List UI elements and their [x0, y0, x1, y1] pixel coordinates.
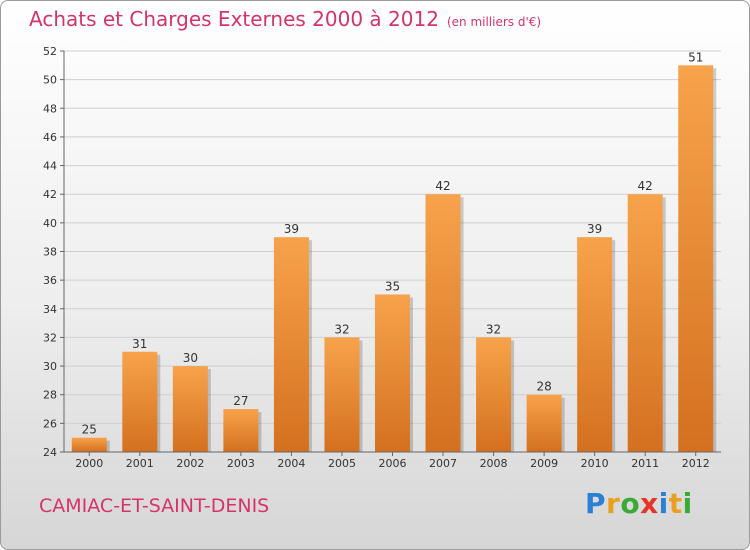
- bar: [324, 337, 360, 452]
- bars: [71, 65, 717, 453]
- bar-value-label: 39: [284, 222, 299, 236]
- bar-value-label: 32: [334, 322, 349, 336]
- proxiti-logo: Proxiti: [585, 487, 693, 520]
- logo-letter: o: [620, 487, 641, 520]
- logo-letter: r: [606, 487, 621, 520]
- bar-value-label: 35: [385, 279, 400, 293]
- logo-letter: P: [585, 487, 607, 520]
- bar-value-label: 42: [435, 179, 450, 193]
- y-tick-label: 34: [43, 303, 57, 316]
- bar: [425, 194, 461, 452]
- bar-value-label: 27: [233, 394, 248, 408]
- y-tick-label: 48: [43, 102, 57, 115]
- x-tick-label: 2010: [581, 457, 609, 470]
- bar: [577, 237, 613, 452]
- bar: [273, 237, 309, 452]
- y-tick-label: 38: [43, 246, 57, 259]
- logo-letter: x: [640, 487, 659, 520]
- x-tick-label: 2011: [631, 457, 659, 470]
- y-tick-label: 26: [43, 417, 57, 430]
- y-tick-label: 40: [43, 217, 57, 230]
- commune-name: CAMIAC-ET-SAINT-DENIS: [39, 495, 270, 517]
- bar-value-label: 32: [486, 322, 501, 336]
- x-tick-label: 2003: [227, 457, 255, 470]
- bar: [122, 351, 158, 452]
- x-tick-label: 2002: [176, 457, 204, 470]
- bar: [627, 194, 663, 452]
- y-tick-label: 32: [43, 331, 57, 344]
- chart-title: Achats et Charges Externes 2000 à 2012 (e…: [29, 7, 541, 31]
- y-tick-label: 44: [43, 160, 57, 173]
- y-tick-label: 52: [43, 45, 57, 58]
- x-tick-label: 2006: [379, 457, 407, 470]
- bar: [375, 294, 410, 452]
- bar: [223, 409, 259, 452]
- x-tick-label: 2001: [126, 457, 154, 470]
- logo-letter: i: [682, 487, 693, 520]
- x-tick-label: 2009: [530, 457, 558, 470]
- bar: [678, 65, 714, 453]
- bar-value-label: 31: [132, 337, 147, 351]
- bar: [476, 337, 512, 452]
- bar-value-label: 39: [587, 222, 602, 236]
- axes: 24 26 28 30 32 34 36 38 40 42 44 46 48 50 52: [43, 45, 721, 459]
- x-tick-label: 2000: [75, 457, 103, 470]
- bar-value-label: 51: [688, 50, 703, 64]
- bar: [172, 366, 208, 452]
- y-tick-label: 46: [43, 131, 57, 144]
- bar-value-label: 25: [82, 423, 97, 437]
- x-tick-label: 2005: [328, 457, 356, 470]
- x-tick-label: 2007: [429, 457, 457, 470]
- y-tick-label: 42: [43, 188, 57, 201]
- bar-value-label: 30: [183, 351, 198, 365]
- y-tick-label: 36: [43, 274, 57, 287]
- logo-letter: t: [668, 487, 683, 520]
- y-tick-label: 30: [43, 360, 57, 373]
- chart-title-unit: (en milliers d'€): [446, 15, 542, 29]
- x-tick-label: 2012: [682, 457, 710, 470]
- logo-letter: i: [658, 487, 669, 520]
- y-tick-label: 28: [43, 389, 57, 402]
- y-tick-label: 24: [43, 446, 57, 459]
- chart-title-main: Achats et Charges Externes 2000 à 2012: [29, 7, 439, 31]
- y-tick-label: 50: [43, 74, 57, 87]
- bar: [526, 394, 562, 452]
- labels: 25 2000 31 2001 30 2002 27 2003 39 2004 32 2005 35 20…: [75, 50, 709, 470]
- bar: [71, 437, 107, 452]
- x-tick-label: 2008: [480, 457, 508, 470]
- bar-value-label: 28: [536, 380, 551, 394]
- x-tick-label: 2004: [277, 457, 305, 470]
- bar-value-label: 42: [638, 179, 653, 193]
